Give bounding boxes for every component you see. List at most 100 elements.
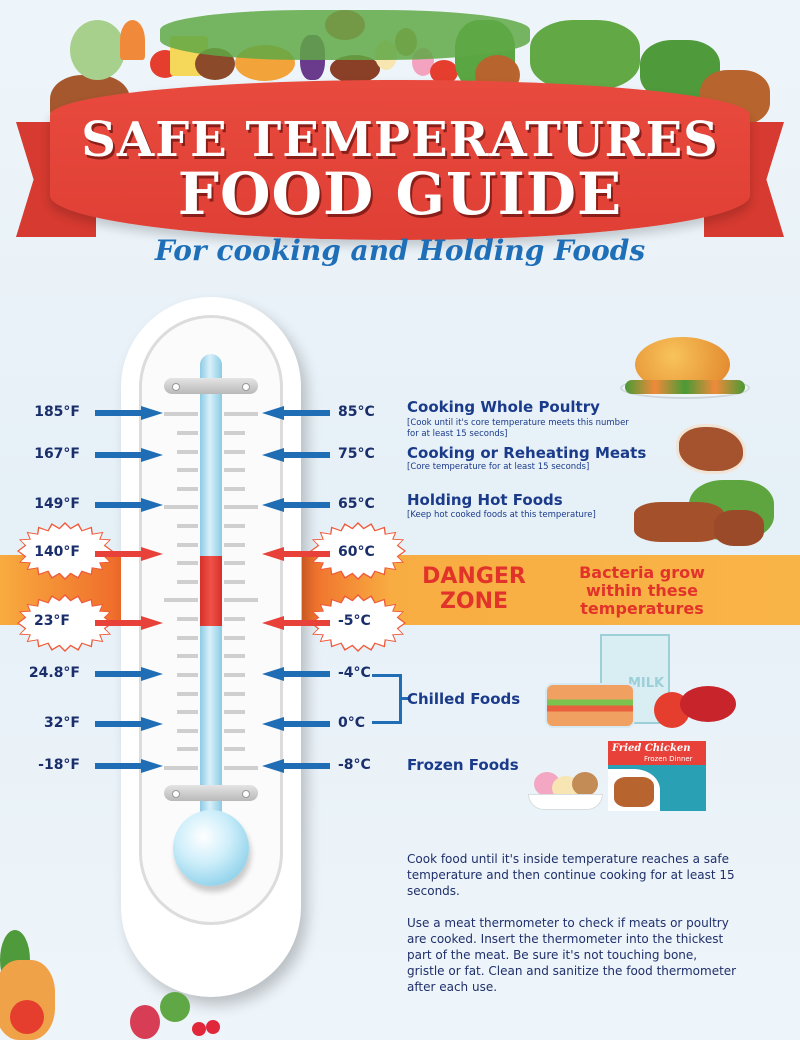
scale-tick (224, 747, 245, 751)
scale-tick (164, 412, 198, 416)
scale-tick (224, 729, 245, 733)
cherry-icon (206, 1020, 220, 1034)
arrow-right-icon (95, 547, 165, 561)
danger-zone-tube-segment (200, 556, 222, 626)
ice-cream-bowl-icon (528, 772, 603, 812)
category-note: [Keep hot cooked foods at this temperatu… (407, 510, 596, 520)
scale-tick (164, 598, 198, 602)
scale-tick (224, 487, 245, 491)
scale-tick (177, 747, 198, 751)
arrow-right-icon (95, 406, 165, 420)
thermometer-clamp-bottom (164, 785, 258, 801)
scale-tick (177, 543, 198, 547)
sandwich-icon (545, 683, 635, 728)
scale-tick (224, 654, 245, 658)
temp-label-c: 75°C (338, 446, 375, 462)
danger-title-line2: ZONE (439, 589, 509, 614)
radish-icon (130, 1005, 160, 1039)
temp-label-c: 65°C (338, 496, 375, 512)
scale-tick (177, 673, 198, 677)
category-title: Cooking Whole Poultry (407, 398, 600, 416)
arrow-left-icon (262, 667, 332, 681)
category-title: Cooking or Reheating Meats (407, 444, 647, 462)
fish-icon (70, 20, 125, 80)
danger-desc-line: Bacteria grow (579, 563, 705, 582)
cherry-icon (192, 1022, 206, 1036)
category-note: for at least 15 seconds] (407, 429, 508, 439)
arrow-right-icon (95, 498, 165, 512)
page-title-line2: FOOD GUIDE (177, 160, 623, 228)
scale-tick (224, 505, 258, 509)
scale-tick (177, 487, 198, 491)
scale-tick (224, 524, 245, 528)
category-frozen-title: Frozen Foods (407, 756, 519, 774)
milk-label: MILK (628, 676, 665, 691)
scale-tick (224, 636, 245, 640)
arrow-right-icon (95, 759, 165, 773)
scale-tick (177, 468, 198, 472)
scale-tick (177, 729, 198, 733)
greens-icon (160, 10, 530, 60)
scale-tick (177, 636, 198, 640)
temp-label-c: -8°C (338, 757, 371, 773)
category-title: Holding Hot Foods (407, 491, 563, 509)
danger-zone-description: Bacteria grow within these temperatures (562, 564, 722, 618)
scale-tick (177, 524, 198, 528)
arrow-right-icon (95, 717, 165, 731)
arrow-left-icon (262, 498, 332, 512)
danger-desc-line: within these (585, 581, 698, 600)
scale-tick (224, 412, 258, 416)
scale-tick (224, 673, 245, 677)
carrot-icon (120, 20, 145, 60)
arrow-left-icon (262, 616, 332, 630)
chilled-bracket-tick (401, 697, 409, 700)
scale-tick (224, 431, 245, 435)
scale-tick (177, 450, 198, 454)
danger-desc-line: temperatures (580, 599, 704, 618)
danger-zone-title: DANGER ZONE (404, 564, 544, 614)
page-subtitle: For cooking and Holding Foods (154, 234, 646, 267)
temp-label-c: 60°C (338, 544, 375, 560)
scale-tick (224, 468, 245, 472)
instructions-paragraph-2: Use a meat thermometer to check if meats… (407, 916, 737, 994)
temp-label-f: -18°F (38, 757, 80, 773)
temp-label-f: 149°F (34, 496, 80, 512)
temp-label-c: 85°C (338, 404, 375, 420)
scale-tick (224, 710, 245, 714)
scale-tick (224, 580, 245, 584)
temp-label-f: 185°F (34, 404, 80, 420)
arrow-left-icon (262, 759, 332, 773)
arrow-left-icon (262, 448, 332, 462)
arrow-right-icon (95, 448, 165, 462)
temp-label-c: -4°C (338, 665, 371, 681)
ribs-with-greens-icon (634, 480, 784, 550)
roast-chicken-icon (620, 332, 750, 402)
scale-tick (177, 580, 198, 584)
title-banner (50, 80, 750, 240)
danger-title-line1: DANGER (422, 564, 526, 589)
scale-tick (224, 450, 245, 454)
scale-tick (177, 617, 198, 621)
arrow-left-icon (262, 717, 332, 731)
category-note: [Cook until it's core temperature meets … (407, 418, 629, 428)
temp-label-f: 140°F (34, 544, 80, 560)
scale-tick (224, 766, 258, 770)
scale-tick (177, 654, 198, 658)
cheese-wheel-icon (680, 686, 736, 722)
category-note: [Core temperature for at least 15 second… (407, 462, 590, 472)
scale-tick (177, 561, 198, 565)
box-subtitle: Frozen Dinner (644, 755, 693, 763)
tomato-icon (10, 1000, 44, 1034)
temp-label-f: 32°F (43, 715, 80, 731)
chilled-bracket (372, 674, 402, 724)
page-title-line1: SAFE TEMPERATURES (81, 112, 719, 168)
temp-label-c: -5°C (338, 613, 371, 629)
t-bone-steak-icon (676, 424, 746, 474)
scale-tick (224, 543, 245, 547)
arrow-right-icon (95, 616, 165, 630)
broccoli-icon (530, 20, 640, 90)
temp-label-f: 167°F (34, 446, 80, 462)
temp-label-f: 23°F (33, 613, 70, 629)
box-title: Fried Chicken (612, 743, 691, 754)
frozen-dinner-box-icon: Fried Chicken Frozen Dinner (608, 741, 706, 811)
